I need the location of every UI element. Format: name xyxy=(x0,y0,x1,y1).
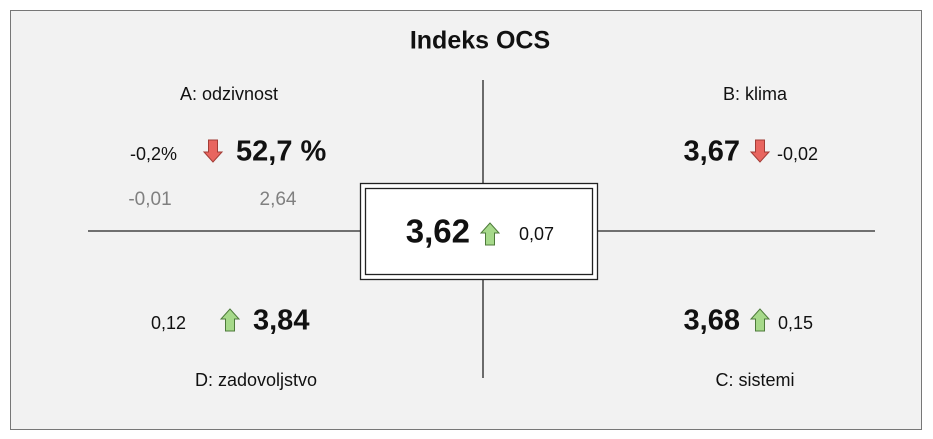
value: 3,67 xyxy=(684,136,740,168)
arrow-shape xyxy=(202,139,224,163)
arrow-shape xyxy=(749,139,771,163)
arrow-shape xyxy=(749,308,771,332)
sub-value: -0,01 xyxy=(128,189,171,210)
change: 0,15 xyxy=(778,313,813,333)
change: -0,02 xyxy=(777,144,818,164)
quadrant-label: B: klima xyxy=(723,84,788,104)
quadrant-label: D: zadovoljstvo xyxy=(195,370,317,390)
value: 52,7 % xyxy=(236,136,326,168)
trend-arrow xyxy=(749,308,771,332)
title: Indeks OCS xyxy=(410,27,550,55)
quadrant-label: A: odzivnost xyxy=(180,84,278,104)
trend-arrow xyxy=(479,222,501,246)
center-value: 3,62 xyxy=(406,213,470,250)
center-box-inner xyxy=(364,187,594,276)
change: 0,12 xyxy=(151,313,186,333)
quadrant-label: C: sistemi xyxy=(715,370,794,390)
arrow-shape xyxy=(219,308,241,332)
sub-value: 2,64 xyxy=(260,189,297,210)
center-box xyxy=(359,182,599,281)
value: 3,68 xyxy=(684,305,740,337)
change: -0,2% xyxy=(130,144,177,164)
value: 3,84 xyxy=(253,305,309,337)
trend-arrow xyxy=(749,139,771,163)
arrow-shape xyxy=(479,222,501,246)
center-change: 0,07 xyxy=(519,224,554,244)
trend-arrow xyxy=(219,308,241,332)
trend-arrow xyxy=(202,139,224,163)
